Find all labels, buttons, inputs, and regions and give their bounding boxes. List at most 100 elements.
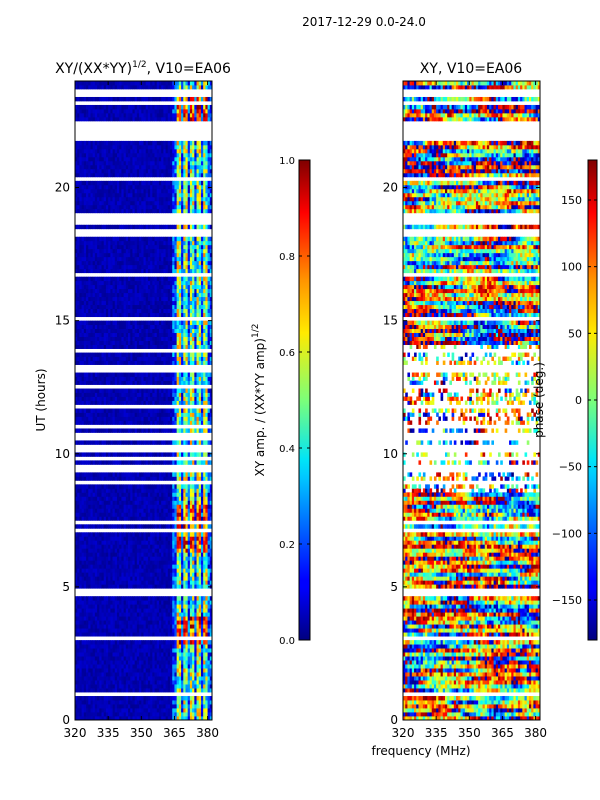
amplitude-heatmap-cell xyxy=(183,596,186,601)
amplitude-heatmap-cell xyxy=(183,644,186,649)
amplitude-heatmap-cell xyxy=(143,524,147,529)
amplitude-heatmap-cell xyxy=(116,604,120,609)
amplitude-heatmap-cell xyxy=(196,428,200,433)
amplitude-heatmap-cell xyxy=(94,428,98,433)
amplitude-heatmap-cell xyxy=(170,496,173,501)
amplitude-heatmap-cell xyxy=(156,420,160,425)
amplitude-heatmap-cell xyxy=(77,484,80,489)
amplitude-heatmap-cell xyxy=(176,396,180,401)
amplitude-heatmap-cell xyxy=(88,512,91,517)
amplitude-heatmap-cell xyxy=(143,700,147,705)
amplitude-heatmap-cell xyxy=(114,576,118,581)
amplitude-heatmap-cell xyxy=(154,396,158,401)
amplitude-heatmap-cell xyxy=(209,540,212,545)
amplitude-heatmap-cell xyxy=(143,668,147,673)
amplitude-heatmap-cell xyxy=(125,704,129,709)
amplitude-heatmap-cell xyxy=(139,708,142,713)
amplitude-heatmap-cell xyxy=(86,396,89,401)
amplitude-heatmap-cell xyxy=(205,696,208,701)
amplitude-heatmap-cell xyxy=(150,360,153,365)
amplitude-heatmap-cell xyxy=(125,548,129,553)
amplitude-heatmap-cell xyxy=(116,400,120,405)
amplitude-heatmap-cell xyxy=(172,412,175,417)
amplitude-heatmap-cell xyxy=(110,340,113,345)
amplitude-heatmap-cell xyxy=(132,604,136,609)
amplitude-heatmap-cell xyxy=(174,652,178,657)
amplitude-heatmap-cell xyxy=(198,628,202,633)
amplitude-heatmap-cell xyxy=(116,624,120,629)
amplitude-heatmap-cell xyxy=(86,532,89,537)
amplitude-heatmap-cell xyxy=(156,668,160,673)
amplitude-heatmap-cell xyxy=(130,656,133,661)
amplitude-heatmap-cell xyxy=(86,628,89,633)
amplitude-heatmap-cell xyxy=(83,452,87,457)
amplitude-heatmap-cell xyxy=(112,524,116,529)
amplitude-heatmap-cell xyxy=(185,660,189,665)
amplitude-heatmap-cell xyxy=(158,532,162,537)
amplitude-heatmap-cell xyxy=(143,372,147,377)
amplitude-heatmap-cell xyxy=(123,576,127,581)
amplitude-heatmap-cell xyxy=(77,356,80,361)
amplitude-heatmap-cell xyxy=(207,540,211,545)
amplitude-heatmap-cell xyxy=(90,584,94,589)
amplitude-heatmap-cell xyxy=(123,312,127,318)
amplitude-heatmap-cell xyxy=(178,416,182,421)
amplitude-heatmap-cell xyxy=(196,380,200,385)
amplitude-heatmap-cell xyxy=(185,428,189,433)
amplitude-heatmap-cell xyxy=(92,620,96,625)
amplitude-heatmap-cell xyxy=(125,352,129,357)
amplitude-heatmap-cell xyxy=(110,628,113,633)
amplitude-heatmap-cell xyxy=(116,644,120,649)
amplitude-heatmap-cell xyxy=(194,652,197,657)
amplitude-heatmap-cell xyxy=(178,344,182,349)
amplitude-heatmap-cell xyxy=(75,320,78,326)
amplitude-heatmap-cell xyxy=(103,512,107,517)
amplitude-heatmap-cell xyxy=(209,484,212,489)
amplitude-heatmap-cell xyxy=(196,516,200,521)
amplitude-heatmap-cell xyxy=(75,492,78,497)
amplitude-heatmap-cell xyxy=(183,624,186,629)
amplitude-heatmap-cell xyxy=(103,680,107,685)
amplitude-heatmap-cell xyxy=(75,488,78,493)
amplitude-heatmap-cell xyxy=(176,512,180,517)
amplitude-heatmap-cell xyxy=(170,560,173,565)
amplitude-heatmap-cell xyxy=(136,328,140,334)
amplitude-heatmap-cell xyxy=(207,652,211,657)
amplitude-heatmap-cell xyxy=(150,416,153,421)
amplitude-heatmap-cell xyxy=(194,700,197,705)
amplitude-heatmap-cell xyxy=(187,560,191,565)
amplitude-heatmap-cell xyxy=(110,640,113,645)
amplitude-heatmap-cell xyxy=(110,672,113,677)
amplitude-heatmap-cell xyxy=(130,600,133,605)
amplitude-heatmap-cell xyxy=(103,652,107,657)
amplitude-heatmap-cell xyxy=(205,440,208,445)
amplitude-heatmap-cell xyxy=(132,556,136,561)
amplitude-heatmap-cell xyxy=(209,336,212,341)
amplitude-heatmap-cell xyxy=(150,652,153,657)
amplitude-heatmap-cell xyxy=(119,512,122,517)
amplitude-heatmap-cell xyxy=(150,376,153,381)
amplitude-heatmap-cell xyxy=(185,500,189,505)
amplitude-heatmap-cell xyxy=(141,584,144,589)
amplitude-heatmap-cell xyxy=(105,516,109,521)
amplitude-heatmap-cell xyxy=(119,548,122,553)
amplitude-heatmap-cell xyxy=(143,712,147,717)
amplitude-heatmap-cell xyxy=(163,336,166,341)
amplitude-heatmap-cell xyxy=(150,696,153,701)
amplitude-heatmap-cell xyxy=(192,664,195,669)
amplitude-heatmap-cell xyxy=(90,508,94,513)
amplitude-heatmap-cell xyxy=(147,460,151,465)
amplitude-heatmap-cell xyxy=(77,512,80,517)
amplitude-heatmap-cell xyxy=(150,476,153,481)
amplitude-heatmap-cell xyxy=(132,496,136,501)
amplitude-heatmap-cell xyxy=(114,516,118,521)
amplitude-heatmap-cell xyxy=(86,320,89,326)
amplitude-heatmap-cell xyxy=(103,632,107,637)
amplitude-heatmap-cell xyxy=(163,388,166,393)
amplitude-heatmap-cell xyxy=(141,508,144,513)
amplitude-heatmap-cell xyxy=(75,652,78,657)
amplitude-heatmap-cell xyxy=(172,472,175,477)
amplitude-heatmap-cell xyxy=(79,396,83,401)
amplitude-heatmap-cell xyxy=(178,548,182,553)
amplitude-heatmap-cell xyxy=(125,656,129,661)
